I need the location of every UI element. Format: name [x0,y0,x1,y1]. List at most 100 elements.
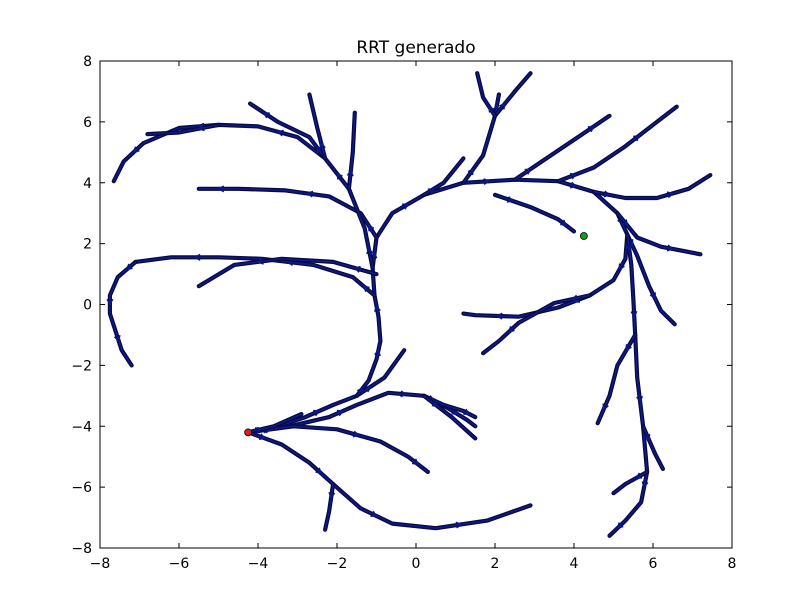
edge-arrowhead [328,491,336,500]
edge-arrowhead [353,265,361,273]
goal-point [579,232,588,240]
tree-branch-line [423,394,477,440]
tree-branch-line [247,413,303,434]
edge-arrowhead [106,298,114,306]
edge-arrowhead [364,385,372,393]
y-tick-label: 4 [83,176,92,192]
edge-arrowhead [313,409,321,417]
tree-branch [196,185,379,240]
edge-arrowhead [362,285,370,293]
tree-branch [512,113,612,182]
tree-branch-line [308,93,326,160]
tree-branch [145,122,221,137]
edge-arrowhead [373,304,381,312]
edge-arrowhead [356,387,364,395]
edge-arrowhead [256,257,264,265]
x-tick-label: −8 [90,556,111,572]
tree-branch-line [247,391,477,434]
edge-arrowhead [197,124,205,132]
tree-branch [246,412,304,435]
edge-arrowhead [132,146,140,154]
edge-arrowhead [507,325,515,333]
edge-arrowhead [193,253,201,261]
tree-branch [421,156,466,197]
tree-branch [481,293,592,356]
tree-branch-line [423,157,465,196]
edge-arrowhead [569,181,578,189]
edge-arrowhead [411,458,420,466]
edge-arrowhead [587,125,596,133]
start-point [244,428,253,437]
tree-branch [246,424,430,474]
tree-branch [595,332,638,426]
edge-arrowhead [400,390,408,398]
tree-branch [591,173,713,201]
edge-arrowhead [625,243,633,252]
y-tick-label: −2 [71,358,92,374]
tree-branch [556,104,679,184]
y-tick-label: 6 [83,115,92,131]
y-tick-label: −6 [71,480,92,496]
edge-arrowhead [125,263,133,271]
y-tick-label: −4 [71,419,92,435]
edge-arrowhead [262,111,270,119]
edge-arrowhead [570,294,578,302]
tree-branch-line [642,425,664,470]
edge-arrowhead [569,172,578,180]
tree-branch-line [494,72,532,117]
y-tick-label: 0 [83,298,92,314]
edge-arrowhead [666,244,675,252]
tree-branch-line [612,471,648,495]
edge-arrowhead [258,433,267,440]
edge-arrowhead [506,196,515,203]
tree-branch [246,430,533,531]
edge-arrowhead [630,310,638,319]
tree-branch [111,122,375,271]
tree-branch [246,390,478,435]
tree-branch [492,192,577,234]
tree-branch [607,232,650,538]
x-tick-label: 2 [491,556,500,572]
tree-branch-line [476,72,496,117]
tree-branch-line [592,174,712,199]
edge-arrowhead [427,188,436,195]
y-tick-label: 8 [83,54,92,70]
edge-arrowhead [621,219,629,227]
edge-arrowhead [618,263,625,271]
edge-arrowhead [370,510,378,517]
edge-arrowhead [483,178,491,185]
x-tick-label: −2 [327,556,348,572]
edge-arrowhead [636,396,644,404]
edge-arrowhead [649,292,656,300]
edge-arrowhead [467,167,475,176]
edge-arrowhead [374,348,381,357]
tree-branch-line [557,105,678,182]
edge-arrowhead [616,522,624,530]
edge-arrowhead [367,224,375,232]
tree-branch-line [616,212,702,256]
edge-arrowhead [499,102,506,110]
edge-arrowhead [113,334,121,343]
edge-arrowhead [641,481,649,489]
edge-arrowhead [666,191,675,199]
edge-arrowhead [495,312,503,320]
tree-branch [611,469,650,496]
edge-arrowhead [634,472,643,479]
tree-branches [106,71,713,538]
tree-branch-line [324,483,334,531]
x-tick-label: −6 [169,556,190,572]
tree-branch [615,211,703,257]
edge-arrowhead [276,129,284,137]
edge-arrowhead [455,521,463,529]
x-tick-label: 4 [570,556,579,572]
tree-branch [640,424,666,471]
tree-branch [307,92,328,161]
edge-arrowhead [602,403,609,411]
edge-arrowhead [352,430,361,438]
tree-branch [492,71,533,118]
tree-branch-line [109,261,137,367]
tree-branch-line [247,431,532,530]
tree-branch-line [146,124,220,135]
edge-arrowhead [603,190,611,198]
